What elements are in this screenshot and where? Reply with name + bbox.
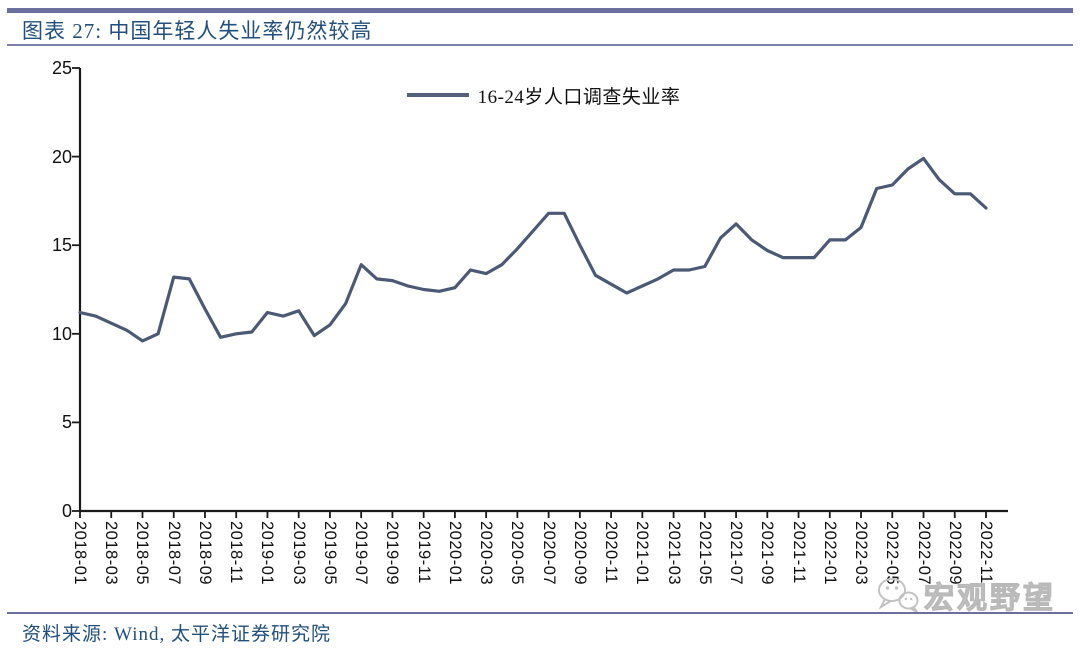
x-axis-tick-label: 2018-01 <box>71 521 89 586</box>
x-axis-tick-label: 2020-01 <box>445 521 464 586</box>
wechat-icon <box>878 578 919 613</box>
x-axis-tick-label: 2020-03 <box>477 521 496 586</box>
x-axis-tick-label: 2022-05 <box>883 521 902 586</box>
x-axis-tick-label: 2020-05 <box>508 521 527 586</box>
x-axis-tick-label: 2022-01 <box>820 521 839 586</box>
source-text: 资料来源: Wind, 太平洋证券研究院 <box>22 624 331 645</box>
y-axis-tick-label: 5 <box>61 412 72 433</box>
x-axis-tick-label: 2021-01 <box>633 521 652 586</box>
x-axis-tick-label: 2020-09 <box>570 521 589 586</box>
footer-rule <box>7 612 1073 614</box>
x-axis-tick-label: 2021-05 <box>695 521 714 586</box>
x-axis-tick-label: 2020-07 <box>539 521 558 586</box>
legend-label: 16-24岁人口调查失业率 <box>477 86 681 108</box>
page-title: 图表 27: 中国年轻人失业率仍然较高 <box>22 19 373 43</box>
x-axis-tick-label: 2021-03 <box>664 521 683 586</box>
y-axis-tick-label: 15 <box>51 235 72 256</box>
x-axis-tick-label: 2019-05 <box>320 521 339 586</box>
x-axis-tick-label: 2019-07 <box>352 521 371 586</box>
legend: 16-24岁人口调查失业率 <box>80 83 1007 108</box>
x-axis-tick-label: 2019-01 <box>258 521 277 586</box>
x-axis-tick-label: 2019-03 <box>289 521 308 586</box>
x-axis-tick-label: 2022-03 <box>852 521 871 586</box>
x-axis-tick-label: 2018-07 <box>164 521 183 586</box>
legend-line-marker <box>406 93 469 97</box>
watermark-label: 宏观野望 <box>924 582 1056 616</box>
series-line-path <box>78 156 988 343</box>
header-top-rule <box>7 8 1073 13</box>
axis-lines <box>78 68 1008 513</box>
y-axis-tick-label: 10 <box>51 323 72 344</box>
x-axis-tick-label: 2021-11 <box>789 521 808 584</box>
x-axis-tick-label: 2021-07 <box>727 521 746 586</box>
header-bottom-rule <box>7 44 1073 46</box>
x-axis-tick-label: 2019-09 <box>383 521 402 586</box>
x-axis-tick-label: 2020-11 <box>602 521 621 584</box>
x-axis-tick-label: 2021-09 <box>758 521 777 586</box>
y-axis-tick-label: 20 <box>51 146 72 167</box>
x-axis-tick-label: 2019-11 <box>414 521 433 584</box>
x-axis-tick-label: 2018-09 <box>195 521 214 586</box>
x-axis-tick-label: 2018-03 <box>102 521 121 586</box>
watermark: 宏观野望 <box>877 577 1056 616</box>
y-axis-tick-label: 25 <box>51 58 72 78</box>
x-axis-tick-label: 2018-05 <box>133 521 152 586</box>
x-axis-tick-label: 2018-11 <box>227 521 246 584</box>
y-axis-tick-label: 0 <box>61 501 72 521</box>
